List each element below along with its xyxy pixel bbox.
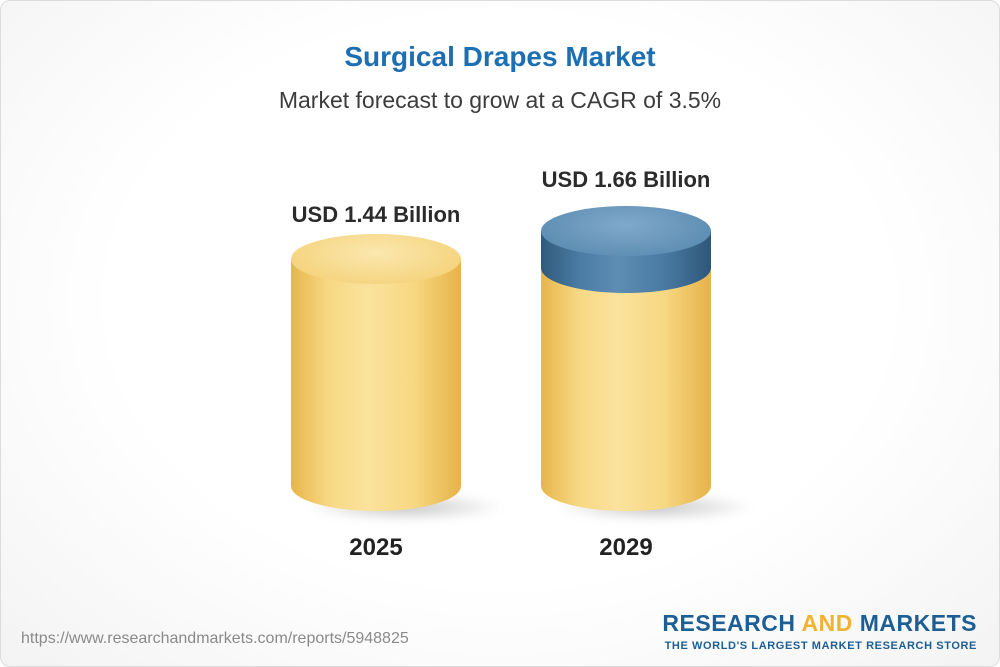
bar-2025-cylinder-top [291,234,461,284]
logo-word-and: AND [801,610,853,636]
research-and-markets-logo: RESEARCH AND MARKETS THE WORLD'S LARGEST… [662,610,977,652]
bar-2029-cylinder-top [541,206,711,256]
bar-2025: USD 1.44 Billion 2025 [291,196,505,596]
bar-2029-category-label: 2029 [599,534,653,561]
logo-word-research: RESEARCH [662,610,796,636]
bar-2025-category-label: 2025 [349,534,403,561]
chart-subtitle: Market forecast to grow at a CAGR of 3.5… [278,87,722,113]
bar-2025-cylinder-body [291,259,461,511]
logo-word-markets: MARKETS [859,610,977,636]
bar-2025-value-label: USD 1.44 Billion [291,202,461,227]
bar-2029-value-label: USD 1.66 Billion [541,167,711,192]
logo-tagline: THE WORLD'S LARGEST MARKET RESEARCH STOR… [664,640,977,652]
bar-2029: USD 1.66 Billion 2029 [541,161,755,596]
report-url[interactable]: https://www.researchandmarkets.com/repor… [21,630,409,647]
logo-wordmark: RESEARCH AND MARKETS [662,610,977,637]
chart-title: Surgical Drapes Market [344,41,656,72]
